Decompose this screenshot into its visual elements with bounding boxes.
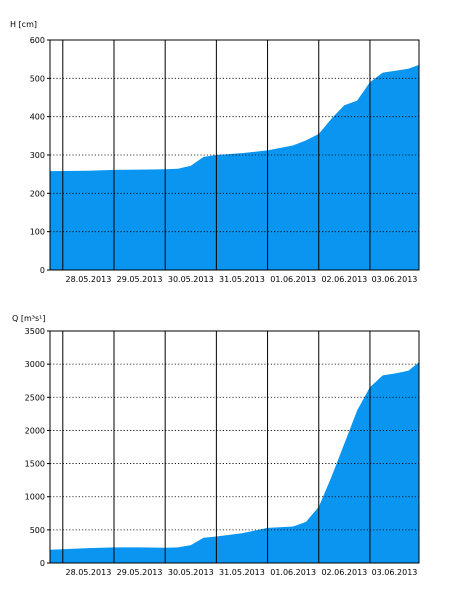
x-tick-label: 01.06.2013 (270, 568, 316, 577)
x-tick-label: 28.05.2013 (65, 275, 111, 284)
y-tick-label: 400 (30, 113, 45, 122)
y-tick-label: 3000 (25, 360, 45, 369)
y-tick-label: 2500 (25, 393, 45, 402)
x-tick-label: 28.05.2013 (65, 568, 111, 577)
x-tick-label: 02.06.2013 (321, 275, 367, 284)
water-level-chart: H [cm] 0 100 200 300 400 500 600 28.05.2013 29.05… (10, 20, 420, 284)
y-tick-label: 100 (30, 228, 45, 237)
series-area (50, 362, 419, 563)
x-tick-label: 02.06.2013 (321, 568, 367, 577)
x-tick-label: 31.05.2013 (219, 568, 265, 577)
plot-frame (49, 39, 420, 271)
x-tick-label: 29.05.2013 (117, 275, 163, 284)
x-tick-label: 31.05.2013 (219, 275, 265, 284)
y-tick-label: 3500 (25, 327, 45, 336)
y-axis-title: H [cm] (10, 20, 37, 29)
x-tick-label: 30.05.2013 (168, 275, 214, 284)
y-tick-label: 500 (30, 526, 45, 535)
x-tick-label: 03.06.2013 (372, 568, 418, 577)
plot-frame (49, 330, 420, 564)
y-tick-label: 200 (30, 189, 45, 198)
discharge-chart: Q [m³s¹] 0 500 1000 1500 2000 2500 3000 3500 28.0… (12, 314, 420, 577)
y-tick-label: 500 (30, 74, 45, 83)
y-axis-title: Q [m³s¹] (12, 314, 45, 323)
y-tick-label: 1500 (25, 460, 45, 469)
y-tick-label: 600 (30, 36, 45, 45)
x-tick-label: 03.06.2013 (372, 275, 418, 284)
y-tick-label: 0 (40, 559, 45, 568)
y-tick-label: 2000 (25, 426, 45, 435)
x-tick-label: 29.05.2013 (117, 568, 163, 577)
y-tick-label: 1000 (25, 493, 45, 502)
y-tick-label: 0 (40, 266, 45, 275)
series-area (50, 64, 419, 271)
y-tick-label: 300 (30, 151, 45, 160)
x-tick-label: 30.05.2013 (168, 568, 214, 577)
x-tick-label: 01.06.2013 (270, 275, 316, 284)
